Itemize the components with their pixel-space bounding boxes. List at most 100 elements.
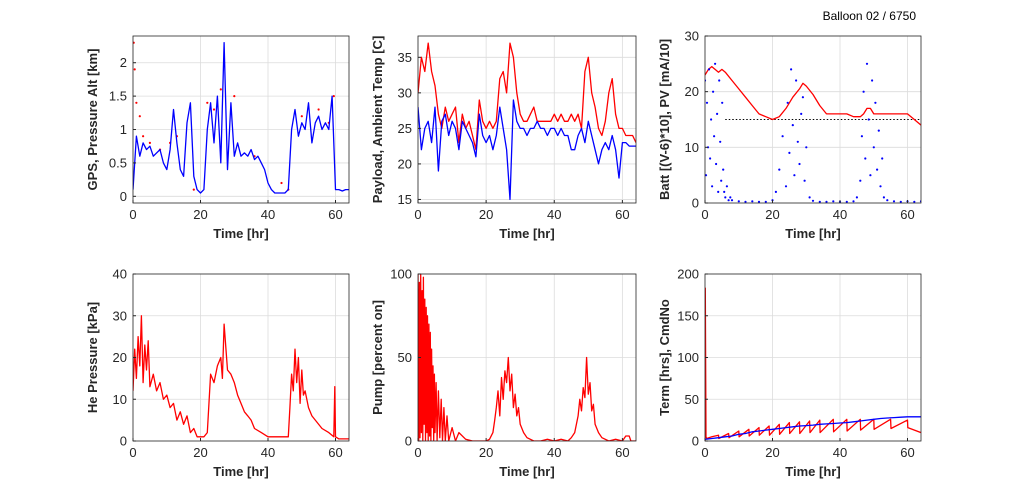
x-tick-label: 40 — [833, 207, 847, 222]
data-point-blue — [801, 96, 805, 99]
y-tick-label: 0.5 — [109, 155, 127, 170]
data-point-blue — [855, 196, 859, 199]
data-point-blue — [721, 101, 724, 104]
data-point-blue — [845, 200, 848, 203]
x-tick-label: 0 — [414, 445, 421, 460]
x-tick-label: 0 — [129, 445, 136, 460]
y-tick-label: 0 — [405, 434, 412, 449]
data-point-blue — [713, 135, 716, 138]
data-point-red — [135, 101, 138, 104]
data-point-blue — [869, 174, 872, 177]
data-point-blue — [720, 179, 723, 182]
data-point-blue — [751, 200, 754, 203]
y-tick-label: 50 — [685, 392, 699, 407]
y-axis-label: Batt [(V-6)*10], PV [mA/10] — [657, 39, 672, 200]
data-point-blue — [852, 200, 855, 203]
data-point-blue — [871, 79, 874, 82]
y-tick-label: 15 — [398, 192, 412, 207]
data-point-red — [280, 181, 283, 185]
x-tick-label: 0 — [414, 207, 421, 222]
y-tick-label: 30 — [685, 29, 699, 44]
chart-pump: 0 20 40 60 0 50 100 Time [hr] Pump [percent on] — [370, 267, 637, 479]
x-tick-label: 40 — [547, 445, 561, 460]
data-point-blue — [877, 129, 880, 132]
series-line-red — [705, 65, 921, 126]
data-point-blue — [795, 79, 798, 82]
data-point-blue — [832, 200, 835, 203]
y-tick-label: 0 — [120, 434, 127, 449]
data-point-blue — [705, 101, 709, 104]
chart-batt_pv: 0 20 40 60 0 10 20 30 Time [hr] Batt [(V-6)*10], … — [657, 29, 922, 241]
y-tick-label: 20 — [113, 350, 127, 365]
y-axis-label: GPS, Pressure Alt [km] — [85, 49, 100, 191]
x-axis-label: Time [hr] — [213, 226, 268, 241]
data-point-blue — [786, 101, 789, 104]
data-point-blue — [803, 179, 806, 182]
data-point-blue — [722, 168, 725, 171]
y-axis-label: Payload, Ambient Temp [C] — [370, 36, 385, 204]
series-line-red — [418, 42, 636, 151]
data-point-blue — [913, 200, 916, 203]
data-point-blue — [798, 162, 801, 166]
data-point-red — [138, 115, 141, 118]
data-point-blue — [712, 90, 715, 93]
data-layer — [705, 287, 921, 441]
data-point-red — [192, 188, 195, 191]
y-tick-label: 30 — [398, 85, 412, 100]
data-point-blue — [705, 174, 708, 177]
y-tick-label: 35 — [398, 50, 412, 65]
data-point-red — [148, 141, 151, 144]
x-tick-label: 60 — [615, 445, 629, 460]
y-tick-label: 100 — [677, 350, 699, 365]
data-point-blue — [729, 196, 732, 199]
data-point-blue — [711, 185, 714, 188]
data-point-blue — [719, 140, 722, 143]
chart-he_pressure: 0 20 40 60 0 10 20 30 40 Time [hr] He Pressure [kP… — [85, 267, 350, 479]
y-axis-label: He Pressure [kPa] — [85, 302, 100, 413]
y-tick-label: 2 — [120, 55, 127, 70]
data-layer — [133, 41, 349, 194]
plot-area — [133, 36, 349, 203]
x-tick-label: 0 — [701, 207, 708, 222]
figure-title: Balloon 02 / 6750 — [822, 9, 916, 23]
data-point-blue — [718, 79, 721, 82]
x-tick-label: 40 — [833, 445, 847, 460]
data-layer — [705, 62, 921, 203]
y-tick-label: 100 — [390, 267, 412, 282]
x-tick-label: 20 — [193, 445, 207, 460]
series-line-blue — [705, 416, 921, 440]
axes-frame — [132, 35, 350, 204]
y-tick-label: 1.5 — [109, 89, 127, 104]
x-tick-label: 0 — [701, 445, 708, 460]
data-point-blue — [860, 135, 864, 138]
data-point-blue — [715, 162, 718, 166]
data-point-blue — [864, 157, 867, 160]
data-point-red — [332, 95, 335, 98]
data-point-red — [133, 41, 135, 44]
x-tick-label: 60 — [615, 207, 629, 222]
data-point-blue — [874, 101, 877, 104]
y-tick-label: 0 — [120, 189, 127, 204]
y-tick-label: 40 — [113, 267, 127, 282]
data-point-blue — [793, 174, 796, 177]
data-point-blue — [859, 179, 862, 182]
data-layer — [418, 274, 636, 441]
data-layer — [133, 315, 349, 440]
x-axis-label: Time [hr] — [785, 464, 840, 479]
y-tick-label: 150 — [677, 308, 699, 323]
data-point-blue — [872, 146, 875, 149]
x-tick-label: 20 — [479, 207, 493, 222]
data-point-blue — [879, 185, 882, 188]
data-point-blue — [862, 90, 865, 93]
data-point-blue — [808, 196, 811, 199]
x-axis-label: Time [hr] — [213, 464, 268, 479]
data-point-blue — [800, 112, 803, 115]
data-point-blue — [757, 200, 761, 203]
data-point-red — [317, 108, 320, 111]
y-tick-label: 20 — [685, 84, 699, 99]
y-tick-label: 0 — [692, 196, 699, 211]
data-point-blue — [737, 200, 740, 203]
y-tick-label: 0 — [692, 434, 699, 449]
data-point-blue — [707, 68, 711, 71]
x-axis-label: Time [hr] — [785, 226, 840, 241]
